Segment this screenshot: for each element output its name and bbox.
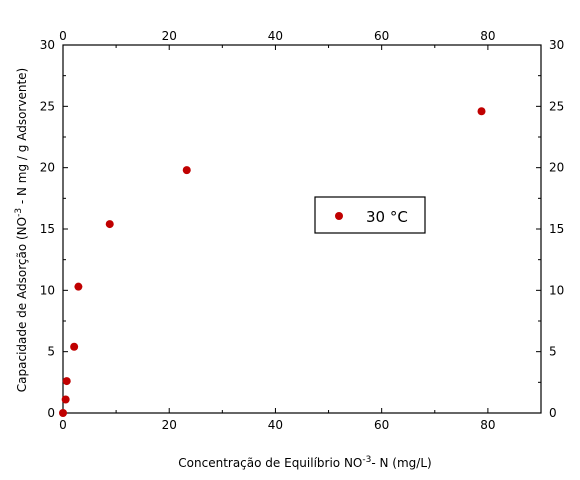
legend-marker bbox=[335, 212, 343, 220]
y-tick-label-right: 25 bbox=[549, 99, 564, 113]
y-tick-label-left: 10 bbox=[40, 283, 55, 297]
y-tick-label-left: 25 bbox=[40, 99, 55, 113]
y-tick-label-right: 30 bbox=[549, 38, 564, 52]
y-axis-title-superscript: -3 bbox=[14, 208, 24, 217]
data-point bbox=[61, 395, 70, 404]
legend-label: 30 °C bbox=[366, 208, 408, 226]
data-point bbox=[59, 409, 67, 417]
data-point bbox=[105, 220, 114, 229]
x-tick-label-top: 20 bbox=[162, 29, 177, 43]
y-tick-label-right: 10 bbox=[549, 283, 564, 297]
y-tick-label-right: 15 bbox=[549, 222, 564, 236]
data-point bbox=[477, 107, 486, 116]
plot-axes bbox=[62, 44, 542, 414]
plot-frame bbox=[62, 44, 542, 414]
x-tick-label-top: 80 bbox=[480, 29, 495, 43]
x-tick-label-top: 60 bbox=[374, 29, 389, 43]
data-point bbox=[182, 166, 191, 175]
legend: 30 °C bbox=[314, 196, 426, 234]
x-tick-label-bottom: 40 bbox=[268, 418, 283, 432]
y-tick-label-left: 30 bbox=[40, 38, 55, 52]
x-tick-label-bottom: 60 bbox=[374, 418, 389, 432]
data-point bbox=[70, 342, 79, 351]
y-tick-label-left: 20 bbox=[40, 161, 55, 175]
x-axis-title-superscript: -3 bbox=[362, 455, 371, 465]
x-tick-label-bottom: 80 bbox=[480, 418, 495, 432]
x-axis-title: Concentração de Equilíbrio NO-3- N (mg/L… bbox=[178, 455, 431, 470]
data-points bbox=[59, 107, 486, 417]
y-tick-label-right: 20 bbox=[549, 161, 564, 175]
x-tick-label-bottom: 20 bbox=[162, 418, 177, 432]
y-axis-title: Capacidade de Adsorção (NO-3 - N mg / g … bbox=[14, 68, 29, 392]
y-tick-label-left: 5 bbox=[47, 345, 55, 359]
legend-box bbox=[314, 196, 426, 234]
data-point bbox=[62, 377, 71, 386]
x-tick-label-top: 0 bbox=[59, 29, 67, 43]
x-tick-label-top: 40 bbox=[268, 29, 283, 43]
y-tick-label-left: 15 bbox=[40, 222, 55, 236]
y-tick-label-right: 0 bbox=[549, 406, 557, 420]
x-tick-label-bottom: 0 bbox=[59, 418, 67, 432]
data-point bbox=[74, 282, 83, 291]
y-tick-label-left: 0 bbox=[47, 406, 55, 420]
y-tick-label-right: 5 bbox=[549, 345, 557, 359]
